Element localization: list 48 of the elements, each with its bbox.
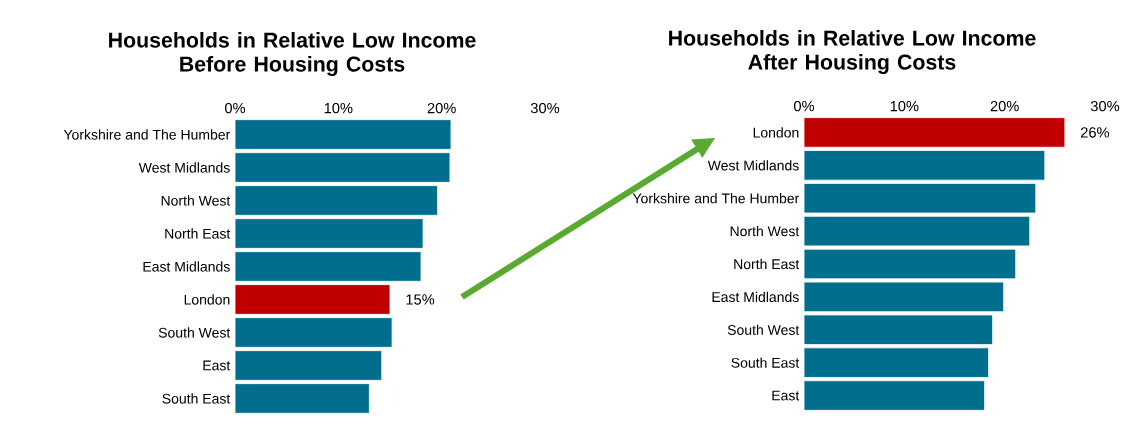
bar <box>803 314 994 345</box>
y-tick-label: North West <box>730 225 800 237</box>
x-tick-label: 0% <box>793 100 815 112</box>
x-tick-label: 0% <box>224 102 246 114</box>
y-tick-label: London <box>184 294 230 305</box>
bar <box>234 251 422 282</box>
y-tick-label: East Midlands <box>712 291 799 303</box>
bar <box>234 350 383 381</box>
y-tick-label: West Midlands <box>707 160 799 171</box>
bar <box>234 218 424 249</box>
bar <box>803 347 990 378</box>
chart-title: Households in Relative Low Income Before Housing Costs <box>109 31 476 76</box>
y-tick-label: South West <box>727 324 800 335</box>
y-tick-label: North West <box>161 195 231 206</box>
bar <box>234 383 370 414</box>
chart-title: Households in Relative Low Income After Housing Costs <box>669 29 1036 74</box>
y-tick-label: West Midlands <box>138 162 230 173</box>
x-tick-label: 30% <box>1090 100 1120 112</box>
bar <box>234 152 451 183</box>
bar <box>803 117 1066 148</box>
x-tick-label: 30% <box>530 102 560 114</box>
x-tick-label: 10% <box>890 100 919 112</box>
bar <box>803 215 1031 247</box>
bar <box>234 185 438 216</box>
x-tick-label: 10% <box>324 102 353 114</box>
bar <box>234 317 393 348</box>
y-tick-label: South East <box>731 357 800 368</box>
y-tick-label: North East <box>734 258 800 270</box>
y-tick-label: London <box>753 127 799 138</box>
y-tick-label: Yorkshire and The Humber <box>63 129 231 140</box>
y-tick-label: Yorkshire and The Humber <box>632 193 800 204</box>
y-tick-label: North East <box>165 228 231 239</box>
bar <box>234 119 452 150</box>
y-tick-label: East <box>203 360 231 371</box>
x-tick-label: 20% <box>990 100 1019 112</box>
x-tick-label: 20% <box>427 102 456 114</box>
y-tick-label: South East <box>162 393 231 404</box>
y-tick-label: East <box>772 390 800 401</box>
y-tick-label: South West <box>158 327 231 338</box>
bar <box>803 183 1037 214</box>
bar <box>803 248 1017 280</box>
bar <box>803 281 1005 313</box>
data-label: 15% <box>406 294 435 305</box>
bar <box>803 150 1046 181</box>
data-label: 26% <box>1080 127 1110 138</box>
y-tick-label: East Midlands <box>143 261 230 272</box>
bar <box>803 380 985 411</box>
bar <box>234 284 391 315</box>
